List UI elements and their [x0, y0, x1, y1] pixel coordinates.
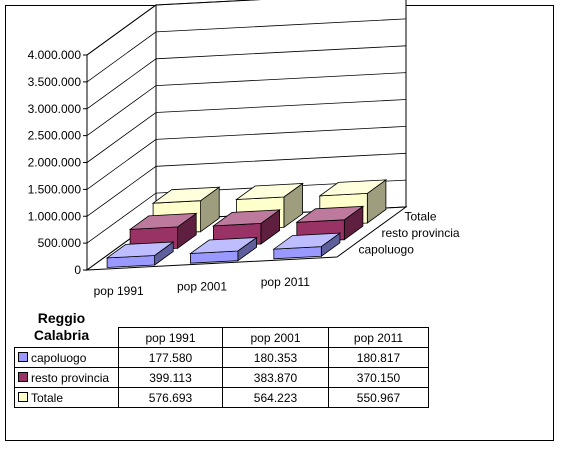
y-tick-label: 0: [74, 263, 81, 277]
table-cell: 399.113: [118, 367, 223, 388]
bar-top-face: [151, 186, 221, 204]
bar-top-face: [189, 237, 258, 254]
table-cell: 180.817: [328, 347, 429, 368]
z-tick-label: resto provincia: [382, 226, 460, 240]
row-label: Totale: [14, 387, 119, 408]
gridline: [86, 45, 407, 110]
legend-swatch: [18, 352, 28, 363]
bar-top-face: [212, 209, 281, 227]
column-header: pop 2011: [328, 327, 429, 348]
table-cell: 370.150: [328, 367, 429, 388]
x-tick-label: pop 2011: [261, 275, 310, 289]
table-cell: 177.580: [118, 347, 223, 368]
x-tick-label: pop 2001: [177, 280, 227, 294]
legend-swatch: [18, 392, 28, 403]
gridline: [86, 126, 407, 190]
row-label-text: Totale: [31, 390, 64, 405]
row-label: resto provincia: [14, 367, 119, 388]
bar-top-face: [272, 232, 342, 250]
table-corner: [14, 327, 119, 348]
table-row: capoluogo 177.580 180.353 180.817: [14, 347, 429, 368]
z-tick-label: capoluogo: [359, 243, 415, 257]
table-header-row: pop 1991 pop 2001 pop 2011: [14, 327, 429, 348]
y-tick-label: 2.500.000: [28, 129, 82, 143]
y-tick-label: 500.000: [38, 236, 82, 250]
bar-capoluogo: [105, 241, 175, 268]
gridline: [86, 72, 407, 136]
bar-capoluogo: [272, 232, 342, 260]
row-label-text: capoluogo: [31, 350, 87, 365]
bar-capoluogo: [189, 236, 258, 264]
gridline: [86, 99, 407, 163]
data-table: pop 1991 pop 2001 pop 2011 capoluogo 177…: [14, 327, 429, 408]
gridline: [86, 179, 407, 244]
y-tick-label: 4.000.000: [28, 48, 82, 62]
column-header: pop 2001: [222, 327, 329, 348]
table-cell: 550.967: [328, 387, 429, 408]
y-tick-label: 2.000.000: [28, 156, 82, 170]
bar-top-face: [318, 179, 388, 197]
column-header: pop 1991: [118, 327, 223, 348]
gridline: [86, 18, 407, 83]
z-tick-label: Totale: [405, 209, 437, 223]
table-row: Totale 576.693 564.223 550.967: [14, 387, 429, 408]
row-label: capoluogo: [14, 347, 119, 368]
row-label-text: resto provincia: [31, 370, 110, 385]
x-tick-label: pop 1991: [94, 284, 144, 298]
bar-top-face: [105, 241, 175, 259]
table-cell: 576.693: [118, 387, 223, 408]
y-tick-label: 1.000.000: [28, 209, 82, 223]
table-cell: 180.353: [222, 347, 329, 368]
gridline: [86, 0, 260, 56]
bar-top-face: [235, 183, 304, 200]
y-tick-label: 3.500.000: [28, 75, 82, 89]
bar-top-face: [295, 205, 365, 223]
table-cell: 564.223: [222, 387, 329, 408]
gridline: [86, 152, 407, 217]
y-tick-label: 3.000.000: [28, 102, 82, 116]
table-row: resto provincia 399.113 383.870 370.150: [14, 367, 429, 388]
table-cell: 383.870: [222, 367, 329, 388]
bar-top-face: [128, 212, 198, 230]
legend-swatch: [18, 372, 28, 383]
y-tick-label: 1.500.000: [28, 182, 82, 196]
